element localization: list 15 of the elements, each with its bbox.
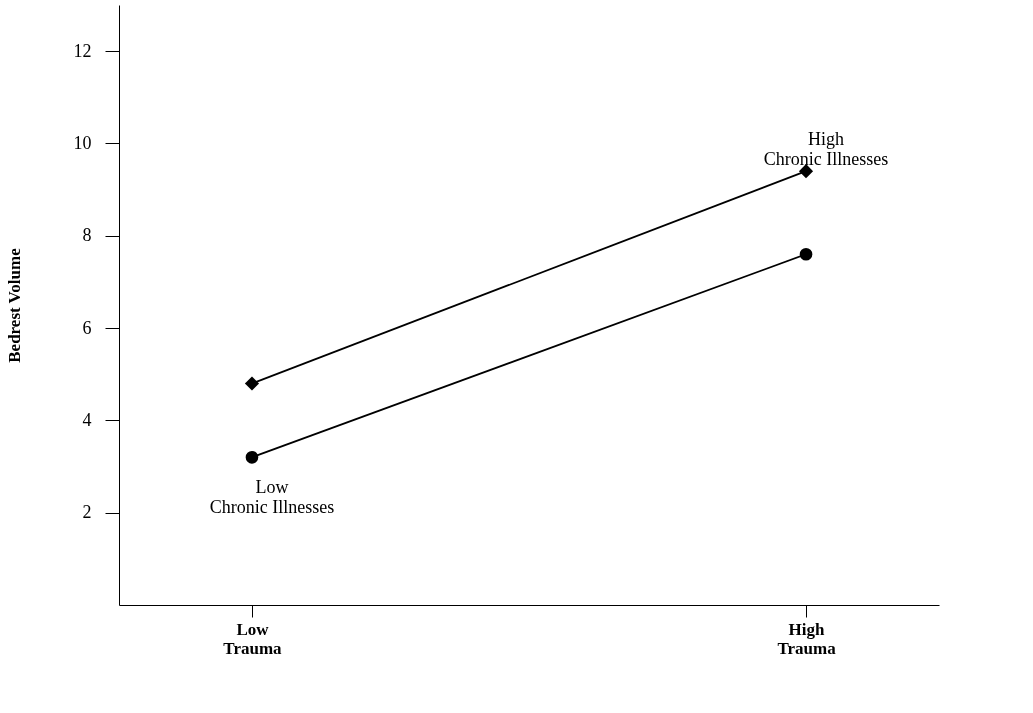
y-tick-label: 4 <box>82 409 92 430</box>
point <box>798 164 814 179</box>
series-label: High Chronic Illnesses <box>763 129 889 170</box>
y-tick-label: 2 <box>82 502 92 523</box>
point <box>244 376 260 391</box>
y-tick-label: 8 <box>82 225 92 246</box>
x-tick-label: Low Trauma <box>223 619 283 658</box>
point <box>799 247 813 261</box>
y-tick-label: 12 <box>73 40 92 61</box>
point <box>245 451 259 464</box>
y-tick-label: 6 <box>82 317 92 338</box>
text: Low Chronic Illnesses <box>209 477 335 518</box>
x-tick-label: High Trauma <box>777 619 837 658</box>
y-axis-title: Bedrest Volume <box>4 247 24 363</box>
y-tick-label: 10 <box>73 132 92 153</box>
